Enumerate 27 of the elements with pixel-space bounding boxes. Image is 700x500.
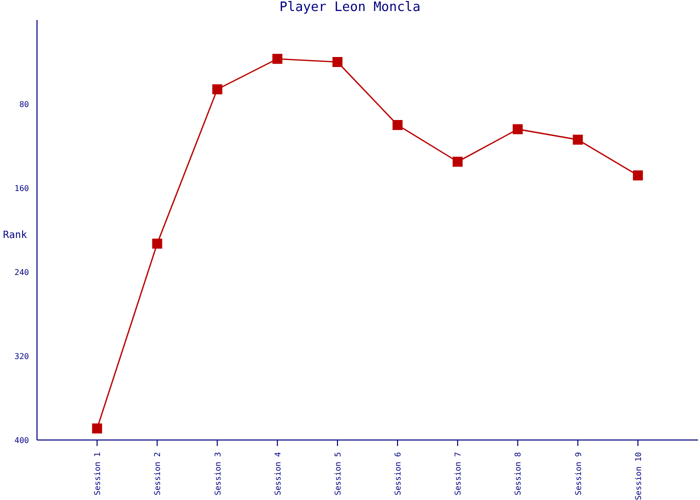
point [392,120,403,130]
y-axis-title: Rank [3,230,28,241]
point [452,156,463,167]
point [152,238,162,249]
point [632,170,643,180]
y-tick-label: 400 [14,436,30,445]
x-tick-label: Session 2 [153,452,162,496]
point [332,57,342,67]
point [512,124,523,134]
x-tick-label: Session 1 [93,452,102,496]
x-tick-label: Session 9 [574,452,583,496]
y-tick-label: 160 [14,184,30,193]
point [92,423,102,434]
x-tick-label: Session 7 [454,452,463,496]
y-tick-label: 80 [19,100,30,109]
x-tick-label: Session 4 [273,452,282,496]
point [272,54,282,64]
point [572,134,583,145]
x-tick-label: Session 10 [634,452,643,500]
x-tick-label: Session 8 [514,452,523,496]
x-tick-label: Session 3 [213,452,222,496]
x-tick-label: Session 5 [333,452,342,496]
y-tick-label: 240 [14,268,30,277]
x-tick-label: Session 6 [394,452,403,496]
y-tick-label: 320 [14,352,30,361]
point [212,84,222,94]
chart-title: Player Leon Moncla [278,0,422,15]
